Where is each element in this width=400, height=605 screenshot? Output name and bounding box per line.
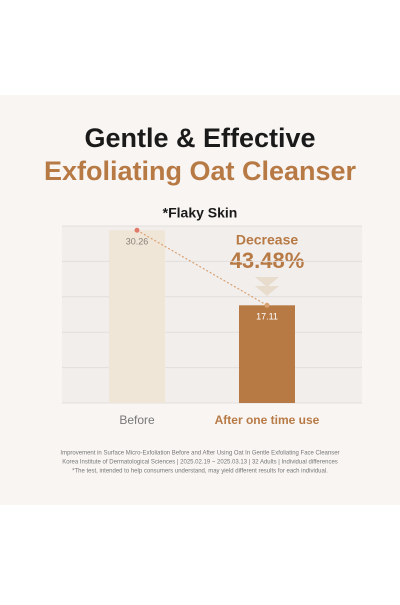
title: Gentle & Effective — [84, 123, 315, 153]
x-tick-label: Before — [119, 413, 155, 427]
plot-area — [62, 226, 362, 403]
annotation-value: 43.48% — [230, 248, 305, 273]
footnote: Korea Institute of Dermatological Scienc… — [62, 460, 338, 466]
trend-line — [136, 229, 268, 306]
chart-title: *Flaky Skin — [163, 205, 238, 221]
arrow — [255, 277, 279, 287]
annotation-label: Decrease — [236, 232, 298, 248]
point — [264, 302, 270, 308]
bar — [239, 305, 295, 403]
arrow — [255, 286, 279, 296]
subtitle: Exfoliating Oat Cleanser — [44, 156, 357, 186]
point — [134, 227, 140, 233]
x-tick-label: After one time use — [215, 413, 320, 427]
value-label: 30.26 — [126, 237, 149, 247]
footnote: Improvement in Surface Micro-Exfoliation… — [60, 451, 339, 457]
bar — [109, 230, 165, 403]
value-label: 17.11 — [256, 312, 278, 322]
footnote: *The test, intended to help consumers un… — [72, 469, 328, 475]
